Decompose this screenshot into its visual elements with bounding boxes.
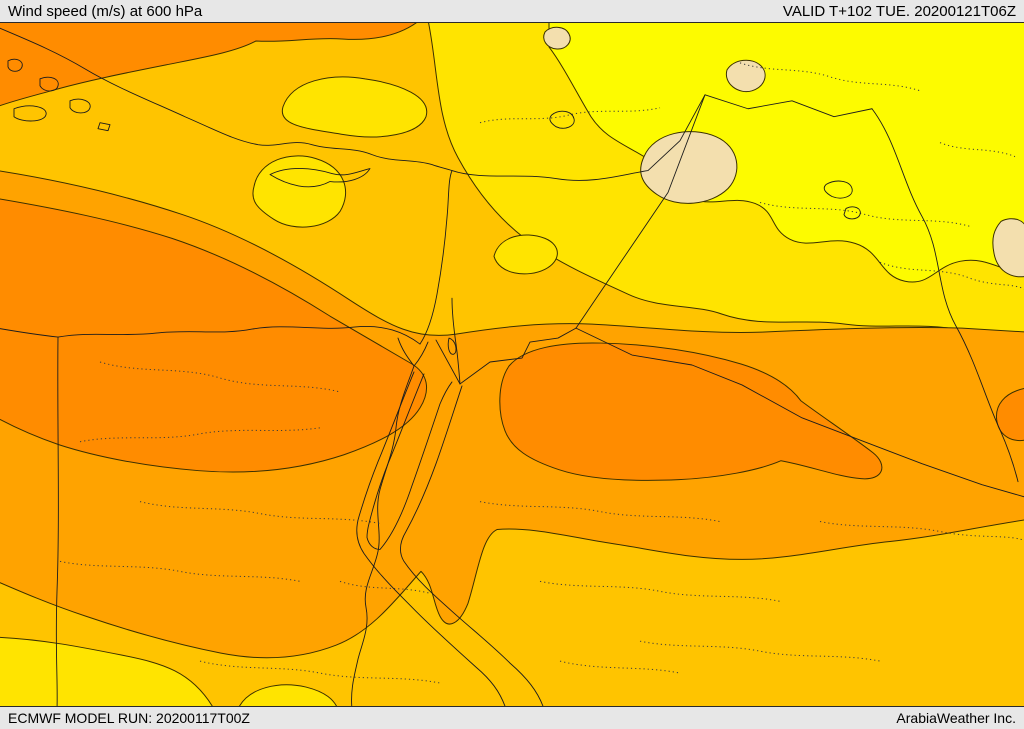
border-turkey-iraq [704,94,873,118]
fill-cream-patch-3 [992,218,1024,278]
map-footer: ECMWF MODEL RUN: 20200117T00Z ArabiaWeat… [0,707,1024,729]
fill-yellow-patch-syria [493,234,558,275]
border-jordan-saudi [459,327,577,385]
cyprus-island-outline [269,168,371,188]
lake-van-outline [823,180,853,199]
admin-dotted-borders [59,62,1024,684]
map-title: Wind speed (m/s) at 600 hPa [8,2,203,20]
dotted-boundary [759,201,971,227]
country-borders [0,27,1024,706]
dotted-boundary [339,580,431,594]
lake-urmia-outline [843,206,861,220]
jordan-valley-line [451,297,461,385]
river-nile [351,337,429,706]
crete-island [13,105,47,122]
valid-time-label: VALID T+102 TUE. 20200121T06Z [782,2,1016,20]
border-turkey-syria [451,94,706,181]
border-egypt-israel [435,339,461,385]
border-egypt-libya [55,336,59,706]
dead-sea-outline [447,337,457,355]
border-iraq-saudi [575,327,1024,498]
red-sea-east-coast [399,385,544,706]
fill-dark-orange-east-core [499,342,883,481]
fill-cream-patch-2 [725,59,766,93]
fill-cream-patch-1 [640,131,738,204]
fill-yellow-patch-cyprus [252,155,347,228]
dotted-boundary [559,660,681,674]
dotted-boundary [939,142,1016,158]
small-island [97,122,111,132]
lake-tuz-outline [549,110,575,129]
fill-yellow-south-small [239,684,338,706]
border-syria-iraq [575,94,706,329]
fill-cream-patch-4 [543,26,571,50]
aegean-island [69,98,91,114]
fill-bright-yellow-core [548,23,1024,283]
attribution-label: ArabiaWeather Inc. [896,710,1016,726]
coastline-turkey-levant [0,27,453,345]
weather-map [0,23,1024,706]
map-canvas [0,22,1024,707]
fill-yellow-patch-anatolia [281,76,428,138]
sinai-peninsula-coast [366,373,453,550]
islands-and-lakes [7,58,861,220]
red-sea-west-coast [356,371,506,706]
border-iraq-iran [871,108,1019,483]
aegean-island [39,76,59,92]
fill-dark-orange-west-core [0,198,428,473]
fill-yellow-southwest [0,636,213,706]
model-run-label: ECMWF MODEL RUN: 20200117T00Z [8,710,250,726]
contour-fill-layer [0,23,1024,706]
aegean-island [7,58,23,72]
fill-dark-orange-east-edge [995,388,1024,441]
map-header: Wind speed (m/s) at 600 hPa VALID T+102 … [0,0,1024,22]
